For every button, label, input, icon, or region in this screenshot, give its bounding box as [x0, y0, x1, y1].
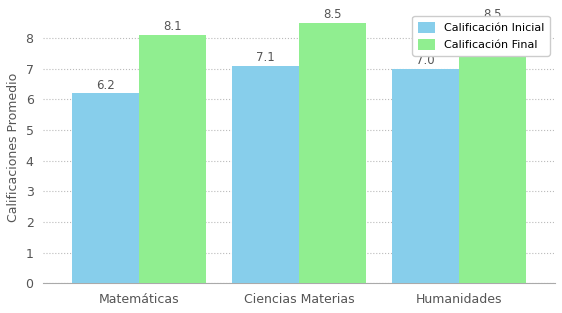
Y-axis label: Calificaciones Promedio: Calificaciones Promedio — [7, 72, 20, 222]
Text: 8.1: 8.1 — [164, 20, 182, 33]
Bar — [72, 93, 139, 283]
Text: 6.2: 6.2 — [96, 79, 115, 92]
Bar — [392, 69, 459, 283]
Text: 8.5: 8.5 — [324, 8, 342, 21]
Bar — [459, 23, 526, 283]
Text: 7.1: 7.1 — [256, 51, 275, 64]
Bar — [299, 23, 366, 283]
Bar — [139, 35, 206, 283]
Bar — [232, 66, 299, 283]
Text: 7.0: 7.0 — [416, 54, 435, 67]
Text: 8.5: 8.5 — [483, 8, 502, 21]
Legend: Calificación Inicial, Calificación Final: Calificación Inicial, Calificación Final — [413, 16, 550, 56]
